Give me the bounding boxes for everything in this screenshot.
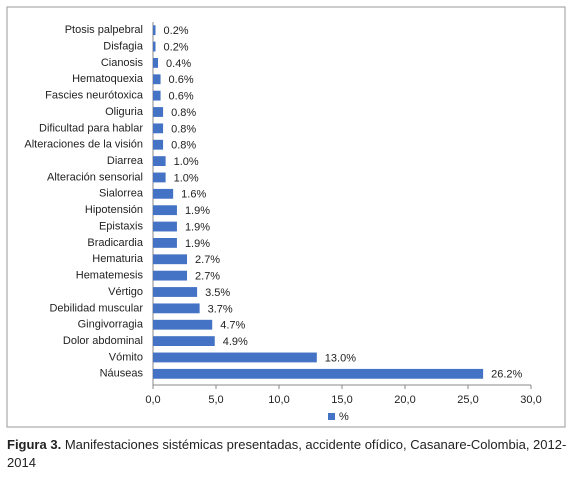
- chart-frame: [6, 6, 566, 428]
- y-tick-label: Diarrea: [107, 155, 144, 167]
- y-tick-label: Ptosis palpebral: [65, 24, 143, 36]
- x-tick-label: 15,0: [331, 394, 352, 406]
- value-label: 26.2%: [491, 369, 522, 381]
- value-label: 13.0%: [325, 352, 356, 364]
- bar: [153, 303, 200, 314]
- value-label: 2.7%: [195, 271, 220, 283]
- value-label: 2.7%: [195, 254, 220, 266]
- value-label: 4.7%: [220, 320, 245, 332]
- bar: [153, 139, 164, 150]
- y-tick-label: Hematuria: [92, 253, 144, 265]
- y-tick-label: Debilidad muscular: [49, 302, 143, 314]
- bar: [153, 25, 156, 36]
- value-label: 1.9%: [185, 238, 210, 250]
- bar: [153, 221, 177, 232]
- y-tick-label: Cianosis: [101, 57, 144, 69]
- value-label: 1.0%: [174, 172, 199, 184]
- x-tick-label: 5,0: [208, 394, 223, 406]
- bar: [153, 287, 198, 297]
- y-tick-label: Sialorrea: [99, 188, 144, 200]
- bar: [153, 238, 177, 248]
- bar: [153, 41, 156, 52]
- bar: [153, 58, 159, 68]
- y-tick-label: Disfagia: [103, 40, 144, 52]
- bar: [153, 270, 188, 281]
- bar: [153, 352, 317, 363]
- caption-label: Figura 3.: [7, 437, 62, 452]
- bar: [153, 156, 166, 166]
- bar: [153, 188, 174, 199]
- bar: [153, 368, 484, 379]
- y-tick-label: Vértigo: [108, 286, 143, 298]
- x-tick-label: 30,0: [520, 394, 541, 406]
- value-label: 0.2%: [164, 25, 189, 37]
- x-tick-label: 0,0: [145, 394, 160, 406]
- value-label: 0.4%: [166, 58, 191, 70]
- value-label: 0.8%: [171, 123, 196, 135]
- value-label: 1.9%: [185, 205, 210, 217]
- value-label: 0.6%: [169, 74, 194, 86]
- value-label: 1.9%: [185, 221, 210, 233]
- value-label: 0.2%: [164, 41, 189, 53]
- y-tick-label: Oliguria: [105, 106, 144, 118]
- bar: [153, 254, 188, 265]
- value-label: 0.6%: [169, 91, 194, 103]
- y-tick-label: Alteración sensorial: [47, 171, 143, 183]
- legend-label: %: [339, 411, 349, 423]
- caption: Figura 3. Manifestaciones sistémicas pre…: [7, 436, 567, 472]
- bar: [153, 319, 213, 330]
- caption-text: Manifestaciones sistémicas presentadas, …: [7, 437, 567, 470]
- y-tick-label: Hipotensión: [85, 204, 143, 216]
- x-tick-label: 10,0: [268, 394, 289, 406]
- value-label: 1.6%: [181, 189, 206, 201]
- value-label: 3.7%: [208, 303, 233, 315]
- y-tick-label: Vómito: [109, 351, 143, 363]
- bar: [153, 172, 166, 183]
- bar: [153, 123, 164, 134]
- value-label: 3.5%: [205, 287, 230, 299]
- bar: [153, 336, 215, 346]
- y-tick-label: Bradicardia: [87, 237, 144, 249]
- value-label: 0.8%: [171, 140, 196, 152]
- bar: [153, 90, 161, 101]
- x-tick-label: 20,0: [394, 394, 415, 406]
- bar: [153, 74, 161, 85]
- y-tick-label: Náuseas: [100, 368, 144, 380]
- y-tick-label: Gingivorragia: [78, 319, 144, 331]
- y-tick-label: Fascies neurótoxica: [45, 90, 144, 102]
- y-tick-label: Dolor abdominal: [63, 335, 143, 347]
- y-tick-label: Hematemesis: [76, 270, 144, 282]
- y-tick-label: Hematoquexia: [72, 73, 144, 85]
- legend-swatch: [328, 413, 335, 420]
- y-tick-label: Alteraciones de la visión: [24, 139, 143, 151]
- value-label: 4.9%: [223, 336, 248, 348]
- y-tick-label: Epistaxis: [99, 220, 144, 232]
- x-tick-label: 25,0: [457, 394, 478, 406]
- bar: [153, 205, 177, 216]
- y-tick-label: Dificultad para hablar: [39, 122, 143, 134]
- value-label: 0.8%: [171, 107, 196, 119]
- value-label: 1.0%: [174, 156, 199, 168]
- chart: 0,0 5,0 10,0 15,0 20,0 25,0 30,0 Ptosis palpebr…: [6, 6, 566, 428]
- bar: [153, 107, 164, 117]
